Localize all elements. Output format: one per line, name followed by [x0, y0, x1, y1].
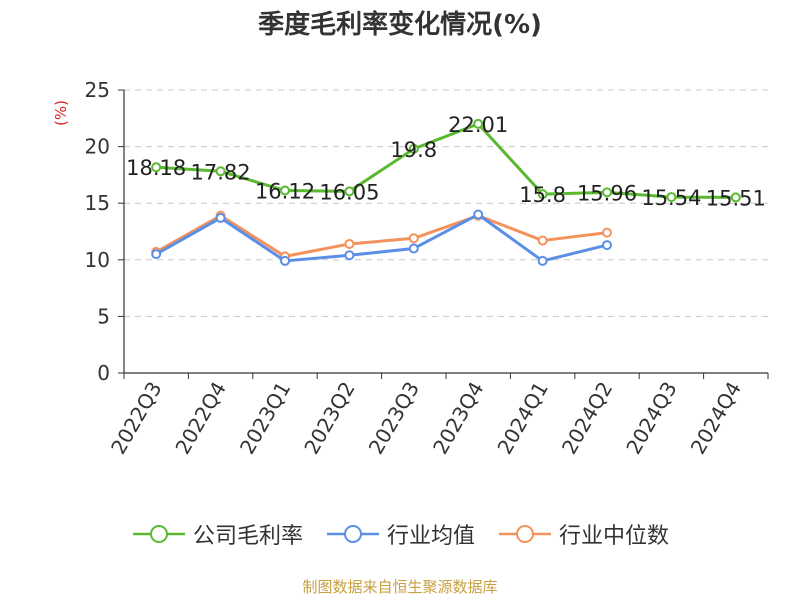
data-point [602, 227, 612, 238]
series-line [155, 213, 608, 263]
x-tick-label: 2024Q4 [686, 378, 746, 459]
data-point [280, 255, 290, 266]
x-tick-label: 2022Q3 [106, 378, 166, 459]
data-label: 16.12 [255, 180, 315, 204]
data-label: 18.18 [126, 156, 186, 180]
x-tick-label: 2023Q4 [428, 378, 488, 459]
y-tick-label: 20 [85, 135, 110, 159]
data-point [602, 240, 612, 251]
data-point [344, 250, 355, 261]
data-point [666, 192, 677, 203]
legend-item[interactable]: 行业中位数 [497, 518, 669, 550]
x-tick-label: 2023Q3 [364, 378, 424, 459]
data-label: 19.8 [390, 138, 437, 162]
chart-legend: 公司毛利率 行业均值 行业中位数 [0, 518, 800, 550]
legend-item[interactable]: 行业均值 [325, 518, 475, 550]
data-label: 16.05 [319, 180, 379, 204]
y-tick-label: 25 [85, 78, 110, 102]
data-point [730, 192, 741, 203]
x-tick-label: 2023Q1 [235, 378, 295, 459]
legend-swatch-icon [499, 525, 551, 543]
data-point [473, 209, 484, 220]
data-label: 15.8 [519, 183, 566, 207]
data-label: 15.51 [706, 186, 766, 210]
legend-swatch-icon [132, 525, 185, 543]
data-source-note: 制图数据来自恒生聚源数据库 [302, 578, 498, 596]
legend-label: 公司毛利率 [192, 524, 303, 549]
data-label: 22.01 [448, 113, 508, 137]
chart-title: 季度毛利率变化情况(%) [258, 10, 542, 40]
series-line [155, 214, 608, 258]
data-point [215, 166, 226, 177]
data-point [215, 212, 226, 223]
y-tick-label: 10 [85, 248, 110, 272]
y-tick-label: 5 [97, 304, 110, 328]
y-tick-label: 0 [97, 361, 110, 385]
data-point [151, 162, 162, 173]
data-point [537, 189, 548, 200]
x-tick-label: 2024Q2 [557, 378, 617, 459]
data-point [344, 186, 355, 197]
data-point [408, 233, 419, 244]
y-tick-label: 15 [85, 191, 110, 215]
data-point [602, 187, 612, 198]
legend-swatch-icon [326, 525, 379, 543]
data-point [280, 185, 290, 196]
x-tick-label: 2022Q4 [170, 378, 230, 459]
data-point [537, 255, 548, 266]
data-point [344, 238, 355, 249]
data-label: 17.82 [191, 160, 251, 184]
legend-label: 行业中位数 [559, 524, 670, 549]
x-tick-label: 2023Q2 [299, 378, 359, 459]
x-tick-label: 2024Q3 [621, 378, 681, 459]
data-point [408, 243, 419, 254]
data-point [473, 118, 484, 129]
x-tick-label: 2024Q1 [492, 378, 552, 459]
legend-label: 行业均值 [386, 524, 475, 549]
data-point [408, 143, 419, 154]
data-label: 15.54 [641, 186, 701, 210]
data-label: 15.96 [577, 181, 637, 205]
series-line [156, 122, 736, 199]
data-point [537, 235, 548, 246]
data-point [151, 249, 162, 260]
legend-item[interactable]: 公司毛利率 [131, 518, 303, 550]
